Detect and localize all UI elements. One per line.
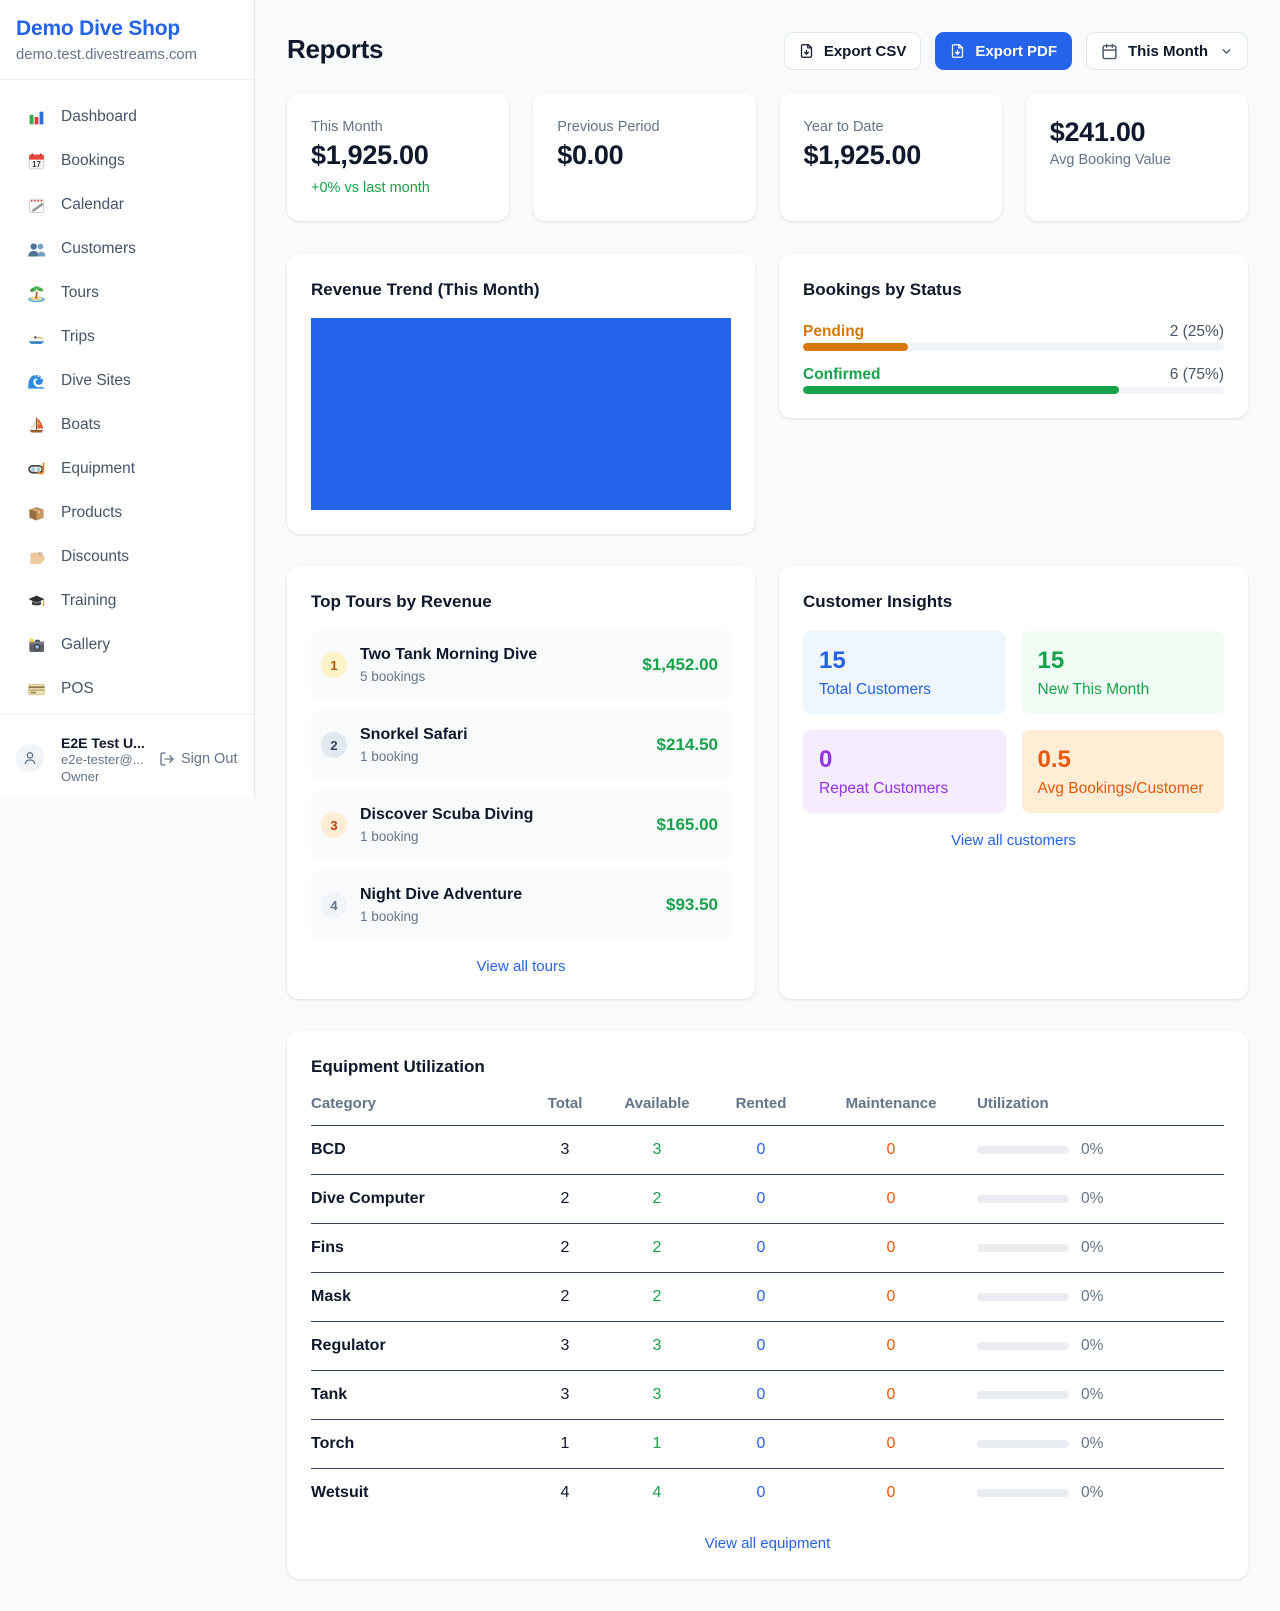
svg-text:17: 17 [32,159,41,168]
